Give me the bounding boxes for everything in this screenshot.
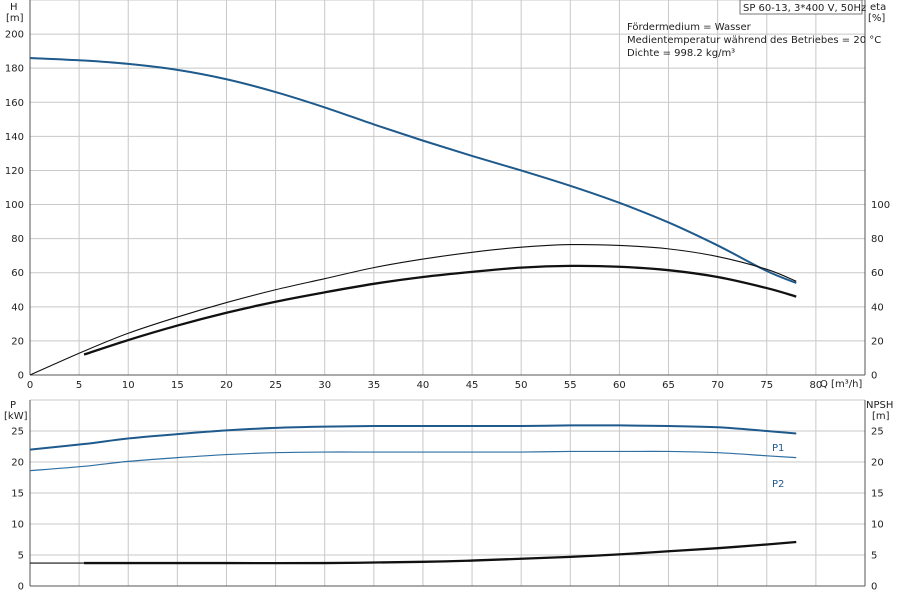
left-tick-label: 10 [11, 520, 24, 531]
left-tick-label: 40 [11, 302, 24, 313]
left-tick-label: 0 [18, 371, 24, 382]
left-tick-label: 20 [11, 458, 24, 469]
series-line-bottom-1 [29, 450, 797, 472]
right-tick-label: 80 [871, 234, 884, 245]
title-box [739, 0, 863, 15]
left-tick-label: 5 [18, 551, 24, 562]
left-tick-label: 60 [11, 268, 24, 279]
info-temperature: Medientemperatur während des Betriebes =… [627, 35, 881, 46]
x-tick-label: 15 [171, 380, 184, 391]
right-tick-label: 20 [871, 336, 884, 347]
x-axis-label: Q [m³/h] [820, 379, 862, 390]
x-tick-label: 5 [76, 380, 82, 391]
left-tick-label: 0 [18, 582, 24, 593]
bottom-right-axis-unit: [m] [872, 411, 890, 422]
right-tick-label: 40 [871, 302, 884, 313]
series-line-top-0 [29, 56, 797, 284]
info-density: Dichte = 998.2 kg/m³ [627, 48, 735, 59]
top-panel-grid [29, 0, 866, 376]
series-line-top-1 [29, 243, 797, 376]
x-tick-label: 65 [662, 380, 675, 391]
series-label-p2: P2 [772, 479, 784, 490]
left-tick-label: 100 [5, 200, 24, 211]
top-left-axis-label: H [10, 2, 18, 13]
right-tick-label: 5 [871, 551, 877, 562]
x-tick-label: 70 [711, 380, 724, 391]
right-tick-label: 10 [871, 520, 884, 531]
x-tick-label: 20 [220, 380, 233, 391]
pump-title: SP 60-13, 3*400 V, 50Hz [743, 3, 866, 14]
x-tick-label: 80 [810, 380, 823, 391]
x-tick-label: 25 [269, 380, 282, 391]
info-medium: Fördermedium = Wasser [627, 22, 752, 33]
x-tick-label: 30 [318, 380, 331, 391]
left-tick-label: 180 [5, 64, 24, 75]
series-line-top-2 [83, 264, 797, 356]
left-tick-label: 200 [5, 30, 24, 41]
x-tick-label: 60 [613, 380, 626, 391]
top-left-axis-unit: [m] [6, 13, 24, 24]
bottom-panel-grid [29, 399, 866, 587]
curves [29, 56, 797, 565]
top-right-axis-unit: [%] [868, 13, 885, 24]
right-tick-label: 15 [871, 489, 884, 500]
tick-labels: 0204060801001201401601802000204060801000… [5, 30, 890, 593]
x-tick-label: 0 [27, 380, 33, 391]
series-label-p1: P1 [772, 443, 784, 454]
x-tick-label: 40 [417, 380, 430, 391]
right-tick-label: 100 [871, 200, 890, 211]
x-tick-label: 50 [515, 380, 528, 391]
x-tick-label: 55 [564, 380, 577, 391]
x-tick-label: 75 [760, 380, 773, 391]
series-line-bottom-0 [29, 424, 797, 451]
right-tick-label: 20 [871, 458, 884, 469]
left-tick-label: 25 [11, 427, 24, 438]
x-tick-label: 45 [466, 380, 479, 391]
left-tick-label: 20 [11, 336, 24, 347]
left-tick-label: 15 [11, 489, 24, 500]
left-tick-label: 140 [5, 132, 24, 143]
left-tick-label: 160 [5, 98, 24, 109]
right-tick-label: 0 [871, 582, 877, 593]
right-tick-label: 60 [871, 268, 884, 279]
x-tick-label: 10 [122, 380, 135, 391]
x-tick-label: 35 [367, 380, 380, 391]
bottom-right-axis-label: NPSH [866, 400, 893, 411]
right-tick-label: 25 [871, 427, 884, 438]
left-tick-label: 80 [11, 234, 24, 245]
bottom-left-axis-unit: [kW] [4, 411, 28, 422]
left-tick-label: 120 [5, 166, 24, 177]
series-line-bottom-3 [84, 540, 797, 565]
bottom-left-axis-label: P [10, 400, 16, 411]
right-tick-label: 0 [871, 371, 877, 382]
top-right-axis-label: eta [870, 2, 886, 13]
